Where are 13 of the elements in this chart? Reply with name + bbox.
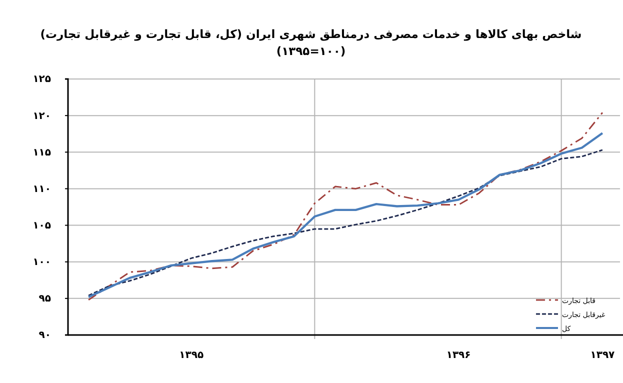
y-tick-label: ۹۵ (38, 294, 51, 305)
y-tick-label: ۱۱۰ (32, 184, 51, 195)
x-tick-label: ۱۳۹۵ (179, 350, 204, 362)
y-tick-label: ۱۲۵ (32, 74, 51, 86)
chart-title: شاخص بهای کالاها و خدمات مصرفی درمناطق شهری ایران (کل، قابل تجارت و غیرقابل تجارت) (40, 27, 582, 41)
x-tick-label: ۱۳۹۶ (446, 350, 471, 362)
chart-subtitle: (۱۰۰=۱۳۹۵) (276, 44, 346, 58)
x-tick-label: ۱۳۹۷ (590, 350, 615, 362)
y-tick-label: ۱۱۵ (32, 147, 51, 158)
y-tick-label: ۹۰ (38, 330, 51, 342)
y-tick-label: ۱۰۰ (32, 257, 51, 268)
y-tick-label: ۱۰۵ (32, 220, 51, 232)
y-tick-label: ۱۲۰ (32, 110, 51, 122)
